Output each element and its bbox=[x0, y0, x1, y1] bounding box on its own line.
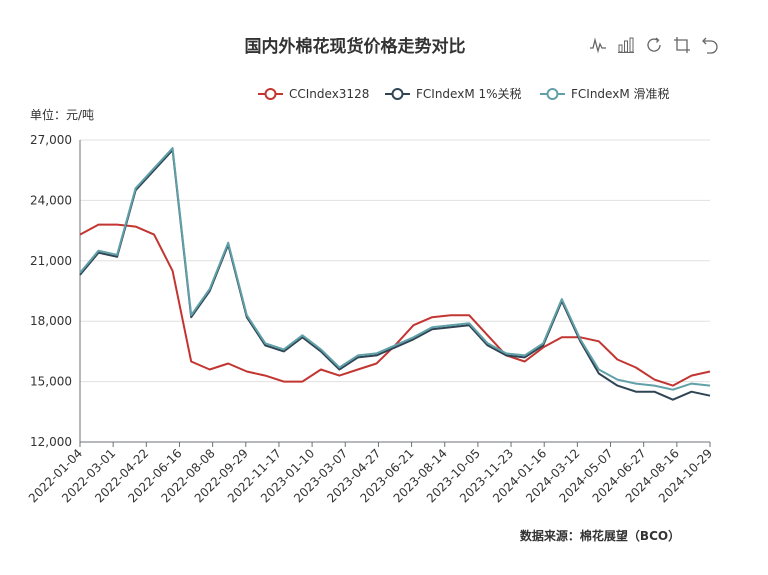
chart-title: 国内外棉花现货价格走势对比 bbox=[245, 36, 466, 57]
y-tick-label: 21,000 bbox=[30, 254, 72, 268]
legend-swatch-marker bbox=[264, 88, 277, 100]
restore-icon[interactable] bbox=[644, 35, 664, 55]
line-chart-icon[interactable] bbox=[588, 35, 608, 55]
legend-swatch-marker bbox=[546, 88, 559, 100]
grid bbox=[80, 139, 710, 443]
legend-item-0[interactable]: CCIndex3128 bbox=[258, 87, 369, 101]
y-tick-label: 24,000 bbox=[30, 193, 72, 207]
crop-icon[interactable] bbox=[672, 35, 692, 55]
data-source: 数据来源：棉花展望（BCO） bbox=[520, 528, 680, 543]
legend-swatch-marker bbox=[391, 88, 404, 100]
legend-label: FCIndexM 1%关税 bbox=[416, 87, 522, 101]
series-lines bbox=[79, 147, 711, 401]
y-tick-label: 15,000 bbox=[30, 375, 72, 389]
back-icon[interactable] bbox=[700, 35, 720, 55]
series-line-1 bbox=[79, 149, 711, 401]
unit-label: 单位：元/吨 bbox=[30, 107, 94, 122]
x-axis: 2022-01-042022-03-012022-04-222022-06-16… bbox=[26, 442, 715, 505]
legend-label: CCIndex3128 bbox=[289, 87, 369, 101]
y-tick-label: 18,000 bbox=[30, 314, 72, 328]
y-tick-label: 12,000 bbox=[30, 435, 72, 449]
legend-item-2[interactable]: FCIndexM 滑准税 bbox=[540, 87, 670, 101]
series-line-2 bbox=[79, 147, 711, 391]
legend: CCIndex3128 FCIndexM 1%关税 FCIndexM 滑准税 bbox=[258, 87, 670, 101]
toolbox bbox=[588, 35, 720, 55]
legend-label: FCIndexM 滑准税 bbox=[571, 87, 670, 101]
y-tick-label: 27,000 bbox=[30, 133, 72, 147]
bar-chart-icon[interactable] bbox=[616, 35, 636, 55]
series-line-0 bbox=[79, 223, 711, 387]
y-axis: 27,000 24,000 21,000 18,000 15,000 12,000 bbox=[30, 133, 81, 449]
legend-item-1[interactable]: FCIndexM 1%关税 bbox=[385, 87, 522, 101]
